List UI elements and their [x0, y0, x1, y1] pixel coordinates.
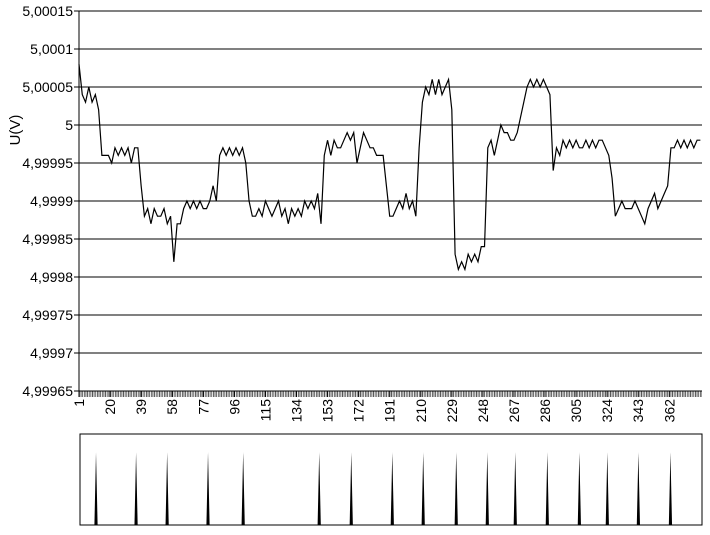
x-tick-label: 96: [226, 399, 242, 415]
pulse: [390, 452, 394, 525]
x-tick-label: 191: [382, 399, 398, 423]
y-tick-label: 5: [65, 117, 73, 133]
y-tick-label: 5,00015: [22, 3, 73, 19]
x-tick-label: 20: [102, 399, 118, 415]
x-tick-label: 210: [413, 399, 429, 423]
pulse: [317, 452, 321, 525]
pulse: [545, 452, 549, 525]
y-tick-label: 4,9998: [30, 269, 73, 285]
pulse: [349, 452, 353, 525]
x-tick-label: 58: [164, 399, 180, 415]
y-tick-label: 5,0001: [30, 41, 73, 57]
y-tick-label: 4,99985: [22, 231, 73, 247]
x-tick-label: 305: [568, 399, 584, 423]
pulse: [421, 452, 425, 525]
pulse: [134, 452, 138, 525]
minor-ticks: [79, 391, 702, 397]
pulse: [668, 452, 673, 525]
x-tick-label: 134: [288, 399, 304, 423]
pulse: [165, 452, 169, 525]
x-tick-label: 115: [257, 399, 273, 422]
y-tick-label: 4,99995: [22, 155, 73, 171]
x-tick-label: 77: [195, 399, 211, 415]
x-tick-label: 286: [537, 399, 553, 423]
y-tick-label: 5,00005: [22, 79, 73, 95]
y-axis-title: U(V): [7, 115, 24, 146]
pulse: [206, 452, 210, 525]
data-line: [78, 64, 701, 272]
pulse: [577, 452, 581, 525]
y-tick-label: 4,99975: [22, 307, 73, 323]
pulse: [94, 452, 98, 525]
x-tick-label: 324: [599, 399, 615, 423]
x-tick-label: 267: [506, 399, 522, 423]
x-tick-label: 248: [475, 399, 491, 423]
pulse: [454, 452, 458, 525]
y-tick-label: 4,99965: [22, 383, 73, 399]
pulse: [605, 452, 609, 525]
pulse: [241, 452, 245, 525]
x-tick-label: 229: [444, 399, 460, 423]
pulse: [485, 452, 489, 525]
y-tick-label: 4,9997: [30, 345, 73, 361]
x-tick-label: 172: [351, 399, 367, 423]
x-tick-label: 343: [630, 399, 646, 423]
x-tick-label: 362: [661, 399, 677, 423]
x-tick-label: 153: [320, 399, 336, 423]
x-tick-label: 39: [133, 399, 149, 415]
x-tick-label: 1: [71, 399, 87, 407]
y-tick-label: 4,9999: [30, 193, 73, 209]
pulse: [513, 452, 517, 525]
pulse: [636, 452, 640, 525]
